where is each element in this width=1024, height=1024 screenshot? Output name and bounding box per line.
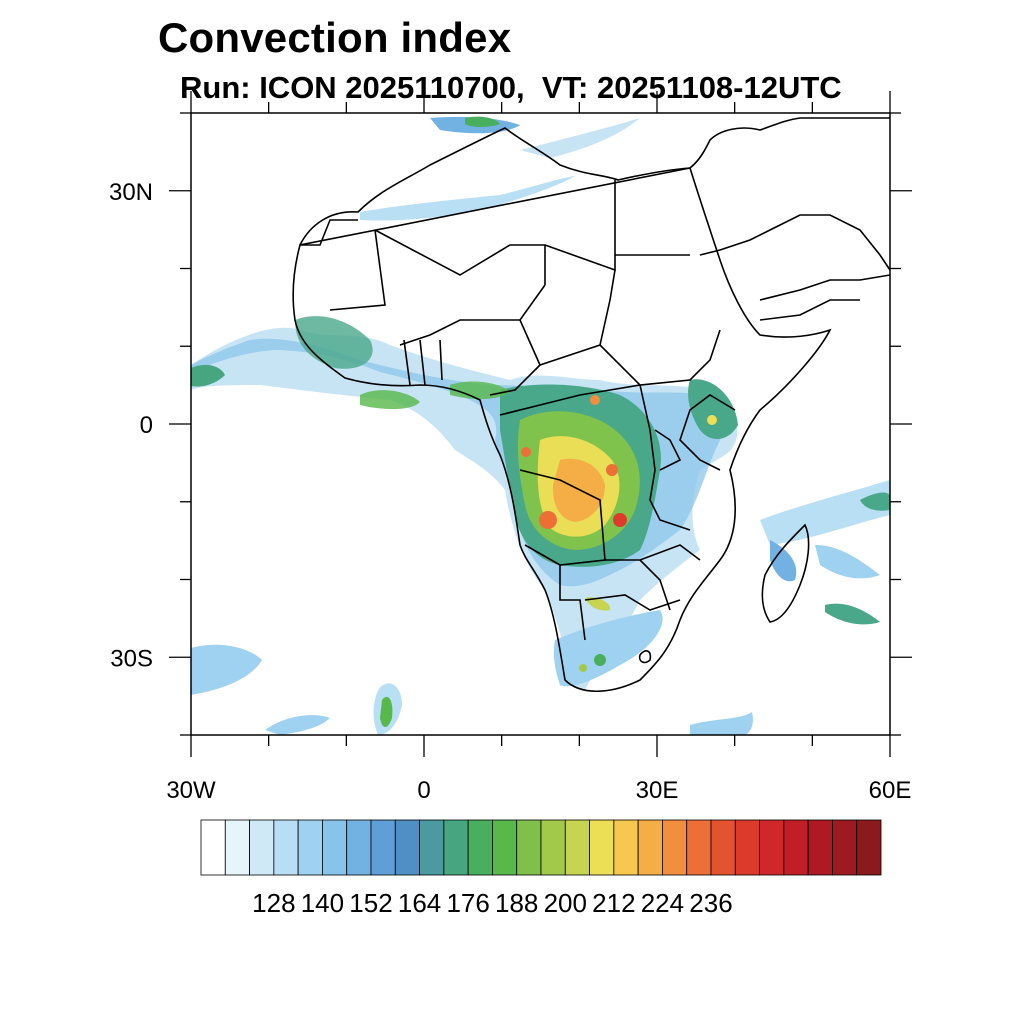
colorbar-swatch xyxy=(273,819,299,876)
colorbar-swatch xyxy=(637,819,663,876)
x-tick-label: 30W xyxy=(166,777,216,804)
colorbar-label: 212 xyxy=(592,888,635,918)
colorbar-swatch xyxy=(322,819,348,876)
colorbar-swatch xyxy=(832,819,858,876)
colorbar: 128 140 152 164 176 188 200 212 224 236 xyxy=(200,819,882,918)
colorbar-swatch xyxy=(443,819,469,876)
colorbar-swatch xyxy=(419,819,445,876)
map-subtitle: Run: ICON 2025110700, VT: 20251108-12UTC xyxy=(180,70,842,105)
colorbar-swatch xyxy=(856,819,882,876)
colorbar-swatch xyxy=(807,819,833,876)
colorbar-swatch xyxy=(662,819,688,876)
y-tick-label: 30N xyxy=(109,179,153,206)
colorbar-swatch xyxy=(394,819,420,876)
x-tick-label: 60E xyxy=(869,777,912,804)
colorbar-label: 200 xyxy=(544,888,587,918)
colorbar-label: 140 xyxy=(301,888,344,918)
colorbar-swatch xyxy=(249,819,275,876)
coastlines-borders xyxy=(292,117,890,693)
x-tick-label: 30E xyxy=(636,777,679,804)
y-tick-label: 30S xyxy=(110,645,153,672)
colorbar-swatch xyxy=(516,819,542,876)
colorbar-label: 236 xyxy=(689,888,732,918)
colorbar-swatch xyxy=(370,819,396,876)
colorbar-label: 152 xyxy=(349,888,392,918)
colorbar-swatch xyxy=(613,819,639,876)
colorbar-swatch xyxy=(734,819,760,876)
colorbar-swatch xyxy=(783,819,809,876)
colorbar-swatch xyxy=(540,819,566,876)
convection-field xyxy=(191,116,890,735)
colorbar-label: 164 xyxy=(398,888,441,918)
colorbar-swatch xyxy=(346,819,372,876)
colorbar-swatch xyxy=(686,819,712,876)
colorbar-swatch xyxy=(467,819,493,876)
colorbar-swatch xyxy=(224,819,250,876)
colorbar-label: 224 xyxy=(641,888,684,918)
colorbar-label: 128 xyxy=(252,888,295,918)
colorbar-swatch xyxy=(710,819,736,876)
colorbar-swatch xyxy=(200,819,226,876)
colorbar-swatch xyxy=(589,819,615,876)
y-tick-label: 0 xyxy=(140,412,153,439)
colorbar-swatch xyxy=(759,819,785,876)
x-tick-label: 0 xyxy=(417,777,430,804)
colorbar-swatch xyxy=(297,819,323,876)
colorbar-swatch xyxy=(564,819,590,876)
axis-ticks: 30W 0 30E 60E 30N 0 30S xyxy=(109,91,912,804)
colorbar-label: 188 xyxy=(495,888,538,918)
map-title: Convection index xyxy=(158,14,512,61)
colorbar-swatch xyxy=(492,819,518,876)
colorbar-label: 176 xyxy=(446,888,489,918)
